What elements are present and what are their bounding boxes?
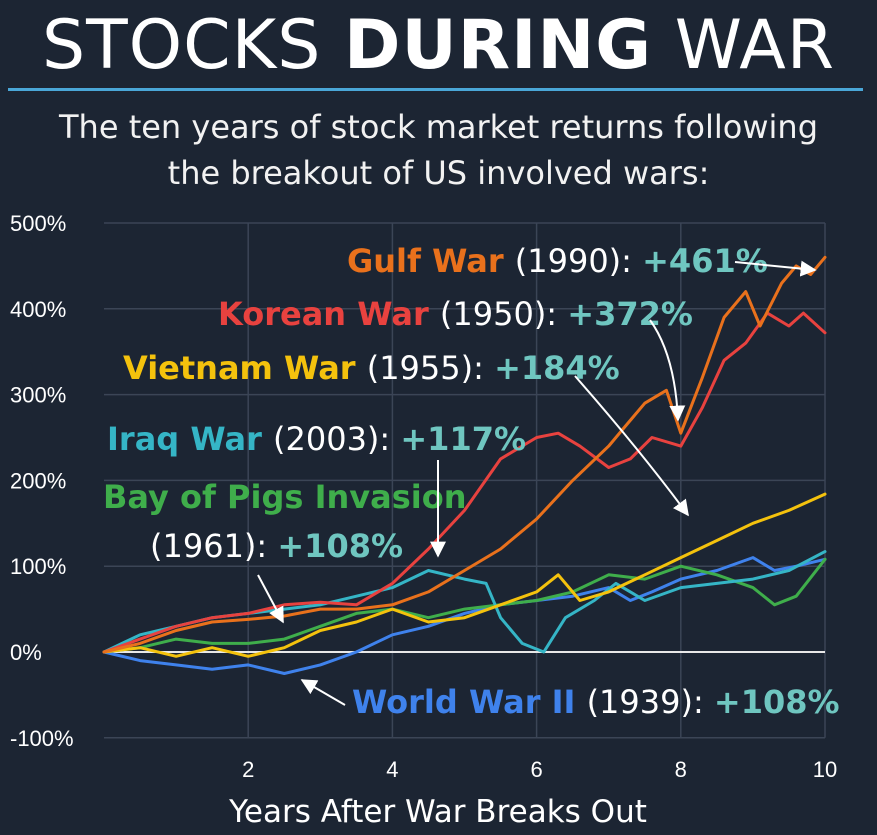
x-tick-label: 8 (675, 757, 687, 782)
y-tick-label: 200% (10, 468, 66, 493)
annotation-result: +117% (400, 420, 526, 458)
y-tick-label: 500% (10, 211, 66, 236)
series-line-gulf-war (102, 255, 827, 654)
arrow-bay-of-pigs (257, 574, 284, 624)
annotation-result: +372% (567, 295, 693, 333)
title-part-2: DURING (344, 6, 653, 85)
y-tick-label: 0% (10, 640, 42, 665)
series-line-bay-of-pigs-invasion (102, 557, 827, 654)
subtitle-line-2: the breakout of US involved wars: (167, 154, 710, 192)
annotation-gulf-war: Gulf War (1990): +461% (347, 242, 768, 280)
annotation-result: +461% (642, 242, 768, 280)
annotation-bay-of-pigs-line2: (1961): +108% (150, 527, 403, 565)
arrow-gulf (734, 260, 817, 277)
annotation-result: +184% (494, 349, 620, 387)
annotation-series-name: Korean War (218, 295, 440, 333)
annotation-year: (1955): (367, 349, 494, 387)
page-title: STOCKS DURING WAR (0, 0, 877, 92)
annotation-series-name: Iraq War (107, 420, 273, 458)
arrow-ww2 (300, 679, 346, 706)
annotation-year: (1939): (587, 683, 714, 721)
x-tick-label: 10 (813, 757, 837, 782)
annotation-result: +108% (277, 527, 403, 565)
annotation-year: (1961): (150, 527, 277, 565)
y-tick-label: 100% (10, 554, 66, 579)
annotation-bay-of-pigs-invasion: Bay of Pigs Invasion (103, 478, 466, 516)
annotation-series-name: Vietnam War (123, 349, 367, 387)
y-tick-label: -100% (10, 726, 74, 751)
annotation-result: +108% (714, 683, 840, 721)
title-part-3: WAR (674, 6, 836, 85)
annotation-vietnam-war: Vietnam War (1955): +184% (123, 349, 620, 387)
y-tick-label: 400% (10, 297, 66, 322)
title-part-1: STOCKS (41, 6, 322, 85)
series-line-vietnam-war (102, 492, 827, 658)
annotation-iraq-war: Iraq War (2003): +117% (107, 420, 526, 458)
arrow-korean (649, 319, 686, 422)
annotation-world-war-ii: World War II (1939): +108% (352, 683, 840, 721)
x-tick-label: 4 (386, 757, 398, 782)
annotation-year: (2003): (273, 420, 400, 458)
x-axis-label: Years After War Breaks Out (228, 794, 647, 830)
x-tick-label: 2 (242, 757, 254, 782)
annotation-korean-war: Korean War (1950): +372% (218, 295, 693, 333)
x-tick-label: 6 (530, 757, 542, 782)
chart-subtitle: The ten years of stock market returns fo… (0, 104, 877, 196)
annotation-year: (1990): (515, 242, 642, 280)
annotation-series-name: Gulf War (347, 242, 515, 280)
arrow-vietnam (574, 375, 689, 517)
annotation-year: (1950): (440, 295, 567, 333)
annotation-series-name: World War II (352, 683, 587, 721)
series-line-korean-war (102, 311, 827, 654)
y-tick-label: 300% (10, 383, 66, 408)
subtitle-line-1: The ten years of stock market returns fo… (59, 108, 818, 146)
title-rule (8, 88, 863, 91)
